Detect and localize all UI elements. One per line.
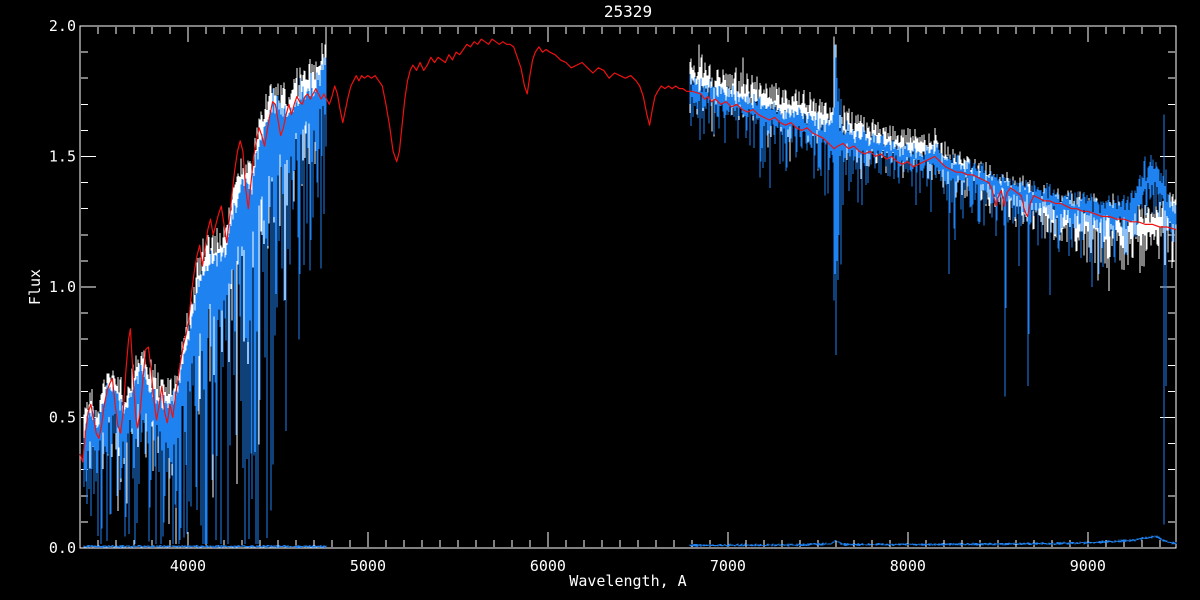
x-tick-label: 8000 xyxy=(890,557,926,575)
x-tick-label: 4000 xyxy=(170,557,206,575)
y-tick-label: 2.0 xyxy=(49,17,76,35)
model-spectrum-path xyxy=(79,38,1177,463)
axis-box xyxy=(79,25,1177,549)
axes-layer: 4000 5000 6000 7000 8000 9000 0.0 0.5 1.0 1.5 2.0 xyxy=(49,17,1177,575)
y-tick-label: 1.0 xyxy=(49,278,76,296)
error-spectrum-path xyxy=(689,535,1177,547)
smoothed-spectrum-path xyxy=(83,57,327,545)
plot-title: 25329 xyxy=(604,2,652,21)
spectra-layer xyxy=(79,27,1177,548)
error-spectrum-path xyxy=(83,544,327,548)
y-tick-label: 0.5 xyxy=(49,409,76,427)
x-tick-label: 5000 xyxy=(350,557,386,575)
x-tick-label: 9000 xyxy=(1070,557,1106,575)
x-tick-label: 6000 xyxy=(530,557,566,575)
x-tick-label: 7000 xyxy=(710,557,746,575)
y-tick-label: 1.5 xyxy=(49,148,76,166)
x-axis-label: Wavelength, A xyxy=(569,572,686,590)
y-tick-label: 0.0 xyxy=(49,539,76,557)
smoothed-spectrum-path xyxy=(689,44,1177,525)
y-axis-label: Flux xyxy=(26,269,44,305)
